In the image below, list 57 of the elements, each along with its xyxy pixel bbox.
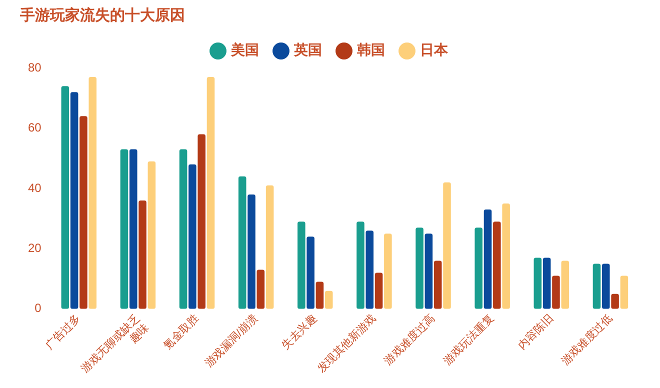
bar <box>484 210 492 309</box>
x-tick-label: 失去兴趣 <box>279 312 320 352</box>
x-tick-label: 游戏玩法重复 <box>440 312 497 368</box>
bar <box>129 149 138 309</box>
legend-label: 英国 <box>293 42 322 59</box>
bar <box>602 264 610 309</box>
x-tick-label: 内容陈旧 <box>515 312 556 352</box>
y-tick-label: 40 <box>28 180 42 195</box>
bar <box>443 182 451 309</box>
bar <box>552 276 560 309</box>
bar <box>238 176 246 309</box>
bar <box>374 272 383 309</box>
y-tick-label: 0 <box>34 301 42 316</box>
x-tick-label: 游戏难度过高 <box>382 312 438 368</box>
bar <box>561 260 570 309</box>
bar <box>248 194 256 309</box>
legend-label: 日本 <box>420 42 449 59</box>
bar <box>474 228 482 309</box>
bar <box>316 282 324 309</box>
bar <box>534 258 542 309</box>
bar <box>366 230 374 309</box>
bar <box>324 290 333 309</box>
bar <box>266 185 274 309</box>
bar <box>198 134 206 309</box>
bar <box>298 222 306 309</box>
bar <box>148 161 156 309</box>
bar <box>424 234 433 309</box>
bar <box>434 260 442 309</box>
bar <box>61 86 70 309</box>
y-tick-label: 20 <box>28 240 42 255</box>
x-tick-label: 游戏难度过低 <box>558 312 615 368</box>
bar <box>356 222 364 309</box>
bar <box>493 222 501 309</box>
bar <box>206 77 215 309</box>
bar <box>256 270 265 309</box>
bar <box>502 204 510 309</box>
x-tick-label: 氪金取胜 <box>162 312 202 352</box>
bar <box>80 116 88 309</box>
bar <box>542 258 551 309</box>
bar <box>138 200 146 309</box>
y-tick-label: 60 <box>28 120 42 135</box>
bar <box>188 164 196 309</box>
bar <box>88 77 97 309</box>
bar <box>611 294 619 309</box>
bar <box>306 236 314 309</box>
bar <box>620 276 628 309</box>
bar <box>384 234 392 309</box>
y-tick-label: 80 <box>28 60 42 74</box>
bar <box>592 264 601 309</box>
bar <box>120 149 128 309</box>
bar <box>70 92 78 309</box>
chart-title: 手游玩家流失的十大原因 <box>20 6 185 25</box>
legend-label: 美国 <box>230 42 259 59</box>
x-tick-label: 游戏漏洞/崩溃 <box>202 312 260 370</box>
bar <box>416 228 424 309</box>
bar <box>179 149 188 309</box>
legend-label: 韩国 <box>356 42 385 59</box>
